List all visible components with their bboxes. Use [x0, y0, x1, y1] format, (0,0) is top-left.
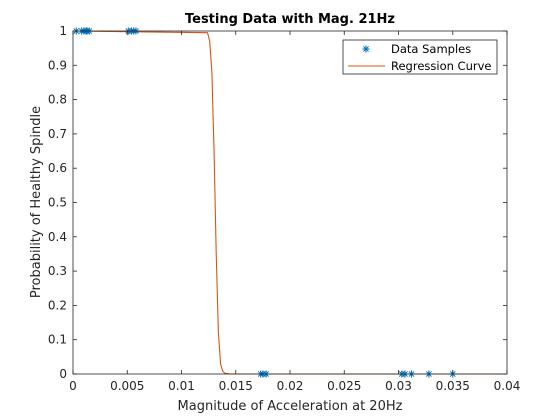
legend-box [342, 39, 498, 75]
legend-label-data-samples: Data Samples [391, 42, 471, 56]
y-tick-label: 0.3 [48, 264, 67, 278]
x-tick-label: 0.03 [385, 379, 412, 393]
y-tick-label: 0 [59, 367, 67, 381]
x-tick-label: 0.035 [436, 379, 470, 393]
x-tick-label: 0.025 [327, 379, 361, 393]
regression-curve [72, 30, 507, 375]
x-tick-label: 0.01 [168, 379, 195, 393]
x-tick-label: 0.02 [277, 379, 304, 393]
y-tick-label: 0.9 [48, 58, 67, 72]
x-axis: 0 0.005 0.01 0.015 0.02 0.025 0.03 0.035 0.04 [69, 31, 520, 393]
y-tick-label: 0.7 [48, 127, 67, 141]
y-tick-label: 0.4 [48, 230, 67, 244]
legend-label-regression-curve: Regression Curve [391, 59, 492, 73]
y-axis-label: Probability of Healthy Spindle [29, 106, 44, 298]
legend: Data Samples Regression Curve [342, 39, 498, 75]
legend-marker-data-samples [362, 45, 370, 53]
y-tick-label: 0.1 [48, 333, 67, 347]
x-tick-label: 0.015 [219, 379, 253, 393]
x-axis-label: Magnitude of Acceleration at 20Hz [178, 399, 403, 414]
x-tick-label: 0 [69, 379, 77, 393]
x-tick-label: 0.04 [494, 379, 521, 393]
y-tick-label: 0.5 [48, 196, 67, 210]
curve-layer [72, 30, 507, 375]
legend-asterisk [362, 45, 370, 53]
y-tick-label: 0.2 [48, 298, 67, 312]
x-tick-label: 0.005 [110, 379, 144, 393]
y-axis: 0 0.1 0.2 0.3 0.4 0.5 0.6 0.7 0.8 0.9 1 [48, 24, 507, 381]
chart-title: Testing Data with Mag. 21Hz [185, 12, 395, 27]
y-tick-label: 1 [59, 24, 67, 38]
y-tick-label: 0.6 [48, 161, 67, 175]
plot-area [73, 31, 507, 374]
y-tick-label: 0.8 [48, 93, 67, 107]
